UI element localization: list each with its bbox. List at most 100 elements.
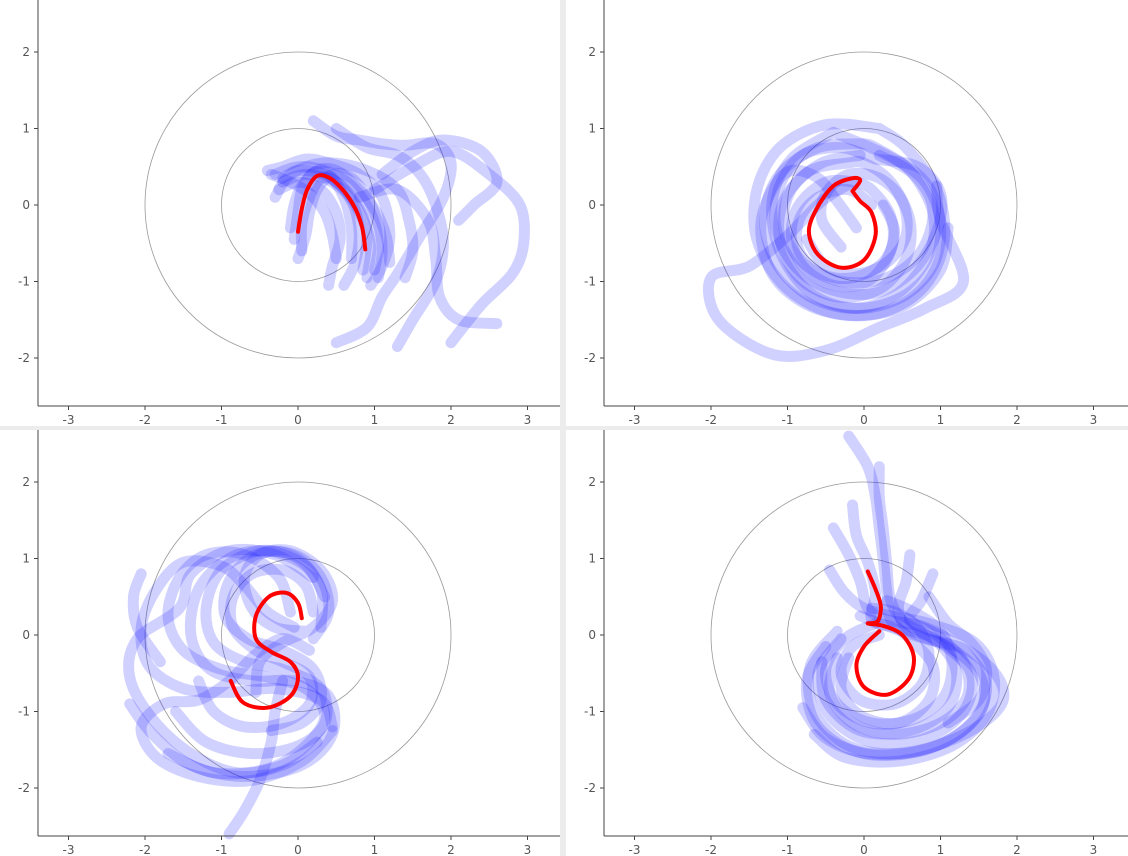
x-tick-label: 3	[1090, 843, 1098, 856]
trail-line-1	[307, 115, 457, 349]
trail-line-6	[135, 555, 338, 733]
mean-trajectory-line	[296, 173, 368, 252]
trail-line-4	[748, 118, 951, 321]
mean-trajectory-line	[806, 175, 878, 270]
x-tick-label: -2	[139, 843, 151, 856]
x-tick-label: 0	[294, 413, 302, 426]
x-tick-label: -3	[63, 843, 75, 856]
trail-line-9	[820, 595, 958, 730]
x-tick-label: -3	[629, 413, 641, 426]
trail-line-1	[785, 174, 899, 293]
x-tick-label: 1	[371, 843, 379, 856]
x-tick-label: 0	[860, 843, 868, 856]
mean-trajectory-line	[228, 590, 304, 710]
trail-line-1	[835, 430, 941, 730]
trail-line-3	[376, 134, 503, 226]
trails-group	[261, 115, 531, 352]
y-tick-label: 1	[22, 552, 30, 566]
chart-panel-top-left: -3 -2 -1 0 1 2 3 -2 -1 0 1 2	[0, 0, 560, 426]
reference-circle-1	[221, 128, 375, 282]
chart-svg-top-right: -3 -2 -1 0 1 2 3 -2 -1 0 1 2	[584, 0, 1128, 426]
y-tick-label: 0	[588, 628, 596, 642]
y-tick-label: 2	[22, 45, 30, 59]
x-tick-label: 3	[1090, 413, 1098, 426]
chart-panel-top-right: -3 -2 -1 0 1 2 3 -2 -1 0 1 2	[566, 0, 1128, 426]
mean-trajectory-line	[854, 569, 916, 697]
x-tick-label: -1	[782, 843, 794, 856]
y-tick-label: 0	[22, 198, 30, 212]
y-tick-label: -1	[18, 705, 30, 719]
x-tick-label: 2	[1013, 413, 1021, 426]
x-tick-label: 1	[937, 413, 945, 426]
chart-panel-bottom-right: -3 -2 -1 0 1 2 3 -2 -1 0 1 2	[566, 430, 1128, 856]
trail-line-3	[124, 545, 341, 782]
trail-line-15	[292, 168, 388, 284]
x-tick-label: 3	[524, 413, 532, 426]
trail-line-8	[790, 183, 901, 285]
x-tick-label: 2	[447, 413, 455, 426]
trail-line-1	[193, 563, 319, 734]
y-tick-label: 0	[22, 628, 30, 642]
x-tick-label: 1	[371, 413, 379, 426]
trail-line-4	[369, 145, 531, 349]
reference-circle-2	[710, 481, 1018, 789]
trail-line-9	[273, 176, 346, 291]
trail-line-4	[800, 522, 993, 761]
y-tick-label: -2	[584, 781, 596, 795]
reference-circle-2	[144, 481, 452, 789]
trail-line-6	[261, 153, 396, 291]
x-tick-label: -2	[139, 413, 151, 426]
x-tick-label: 0	[294, 843, 302, 856]
y-tick-label: 2	[22, 475, 30, 489]
x-tick-label: -2	[705, 413, 717, 426]
x-tick-label: -3	[63, 413, 75, 426]
x-tick-label: -3	[629, 843, 641, 856]
trail-line-7	[755, 164, 954, 322]
trail-line-2	[773, 155, 917, 303]
trails-group	[703, 118, 969, 362]
trail-line-16	[265, 168, 342, 265]
trail-line-8	[218, 546, 335, 737]
y-tick-label: 2	[588, 475, 596, 489]
trail-line-7	[823, 568, 975, 740]
y-tick-label: -2	[584, 351, 596, 365]
y-tick-label: -1	[584, 705, 596, 719]
trail-line-7	[238, 544, 339, 698]
y-tick-label: 1	[588, 122, 596, 136]
trail-line-7	[269, 161, 384, 276]
trails-group	[797, 430, 1010, 768]
trail-line-5	[802, 549, 991, 760]
trail-line-2	[330, 123, 449, 352]
x-tick-label: -2	[705, 843, 717, 856]
trail-line-5	[766, 126, 947, 314]
reference-circle-2	[710, 51, 1018, 359]
reference-circle-2	[144, 51, 452, 359]
trail-line-3	[759, 138, 941, 314]
chart-svg-bottom-left: -3 -2 -1 0 1 2 3 -2 -1 0 1 2	[18, 430, 560, 856]
x-tick-label: 1	[937, 843, 945, 856]
reference-circle-1	[221, 558, 375, 712]
trail-line-14	[284, 163, 396, 268]
x-tick-label: -1	[782, 413, 794, 426]
trail-line-6	[808, 564, 1001, 768]
x-tick-label: -1	[216, 843, 228, 856]
trail-line-11	[127, 568, 166, 668]
trail-line-5	[123, 543, 323, 779]
y-tick-label: 0	[588, 198, 596, 212]
x-tick-label: 0	[860, 413, 868, 426]
trail-line-11	[923, 591, 993, 729]
y-tick-label: 1	[22, 122, 30, 136]
x-tick-label: 2	[447, 843, 455, 856]
reference-circle-1	[787, 558, 941, 712]
chart-svg-bottom-right: -3 -2 -1 0 1 2 3 -2 -1 0 1 2	[584, 430, 1128, 856]
y-tick-label: -1	[18, 275, 30, 289]
trail-line-12	[288, 166, 358, 265]
y-tick-label: 1	[588, 552, 596, 566]
x-tick-label: -1	[216, 413, 228, 426]
trail-line-6	[769, 141, 948, 300]
trail-line-10	[223, 675, 289, 840]
trail-line-2	[170, 544, 333, 760]
y-tick-label: 2	[588, 45, 596, 59]
trail-line-3	[816, 499, 963, 740]
